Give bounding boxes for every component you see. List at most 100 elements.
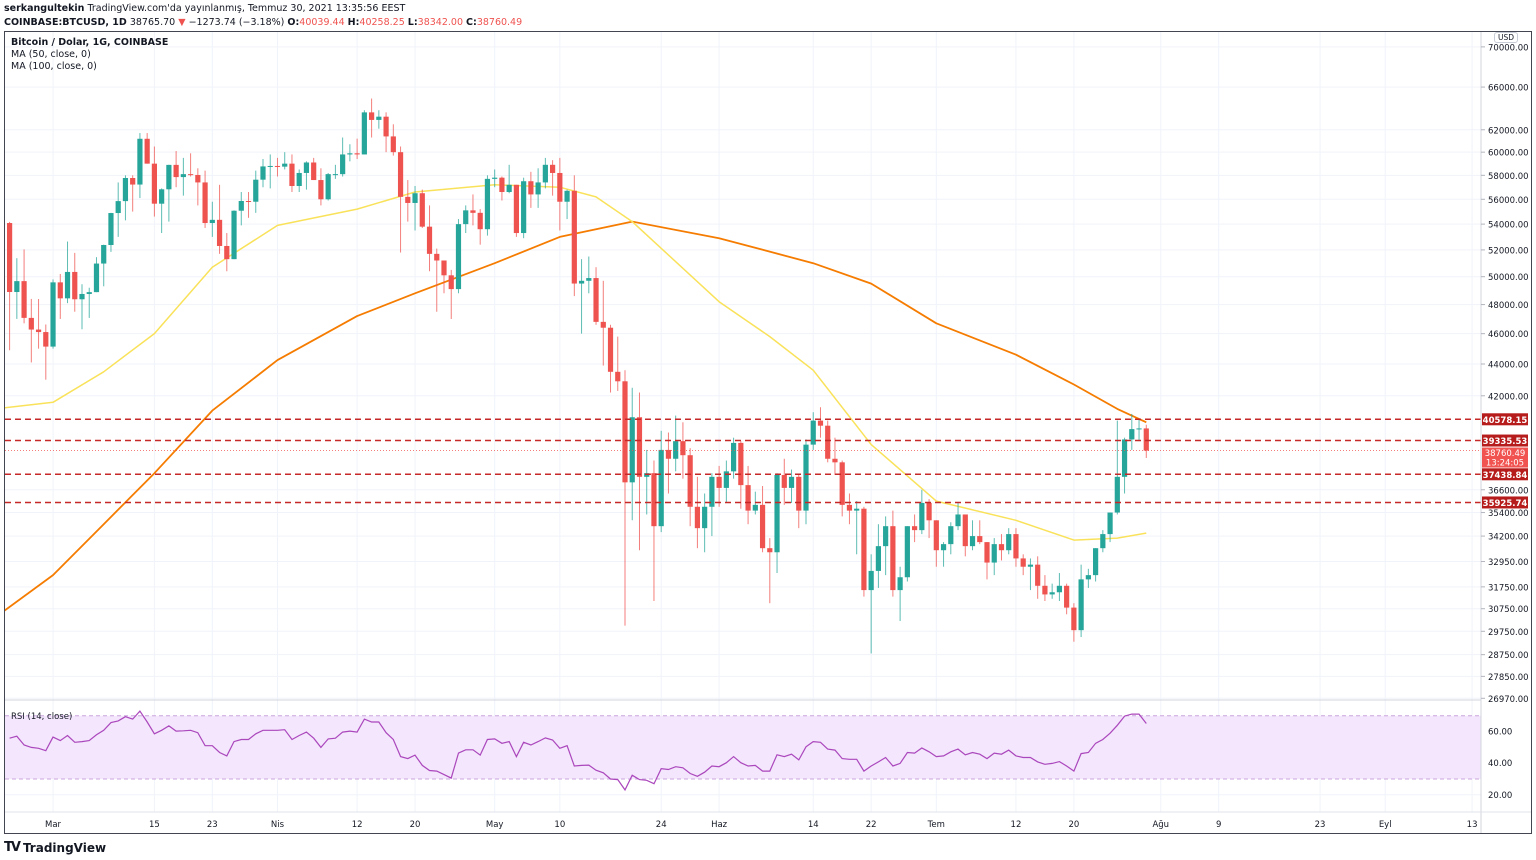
- candle-body: [151, 163, 157, 204]
- candle: [57, 273, 63, 319]
- candle: [962, 514, 968, 557]
- candle: [340, 137, 346, 177]
- tradingview-logo[interactable]: 𝗧𝗩 TradingView: [4, 840, 106, 855]
- candle-body: [680, 441, 686, 456]
- candle-body: [245, 200, 252, 202]
- candle-body: [434, 253, 440, 261]
- candle-body: [535, 182, 541, 195]
- candle-body: [448, 275, 454, 290]
- axis-labels: 70000.00 66000.00 62000.00 60000.00 58000.00…: [45, 43, 1529, 830]
- time-tick-label: 23: [207, 820, 218, 830]
- candle: [492, 169, 498, 188]
- candle-body: [477, 212, 483, 230]
- candle: [325, 172, 331, 201]
- candle: [1013, 528, 1019, 567]
- candle: [571, 175, 577, 297]
- candle: [311, 157, 317, 181]
- time-tick-label: 15: [149, 820, 160, 830]
- candle: [86, 287, 92, 318]
- candle: [43, 324, 49, 380]
- time-tick-label: 13: [1467, 820, 1478, 830]
- rsi-pane: [9, 710, 1147, 792]
- candle: [716, 465, 722, 507]
- candle-body: [796, 476, 802, 511]
- candle: [919, 489, 925, 535]
- candle-body: [101, 244, 107, 264]
- publish-date: TradingView.com'da yayınlanmış, Temmuz 3…: [87, 3, 406, 14]
- price-tick-label: 35400.00: [1488, 509, 1529, 519]
- candle: [875, 524, 881, 588]
- candle-body: [1006, 534, 1012, 551]
- candle-body: [702, 506, 708, 529]
- symbol-label: COINBASE:BTCUSD, 1D: [4, 17, 127, 28]
- legend-rsi[interactable]: RSI (14, close): [11, 712, 73, 722]
- candle-body: [1064, 585, 1070, 608]
- candle: [977, 520, 983, 545]
- candle: [774, 473, 780, 574]
- candle: [955, 502, 961, 531]
- candle: [50, 279, 56, 349]
- candle: [680, 422, 686, 479]
- legend-ma100[interactable]: MA (100, close, 0): [11, 61, 97, 72]
- candle: [455, 219, 462, 294]
- author-name[interactable]: serkangultekin: [4, 3, 85, 14]
- candle: [477, 209, 483, 245]
- time-tick-label: Nis: [271, 820, 285, 830]
- candle: [593, 267, 599, 325]
- level-price-text: 39335.53: [1483, 437, 1528, 447]
- candle: [390, 124, 396, 156]
- candle-body: [651, 473, 657, 527]
- candle: [202, 170, 208, 228]
- candle-body: [35, 329, 42, 333]
- candle: [303, 161, 310, 190]
- candle: [93, 257, 100, 293]
- candle: [702, 493, 708, 553]
- candle-body: [426, 226, 433, 254]
- candle-body: [658, 449, 664, 527]
- candle-body: [86, 292, 92, 294]
- currency-badge[interactable]: USD: [1494, 32, 1519, 43]
- candle: [969, 520, 976, 551]
- candle: [521, 177, 527, 239]
- candle-body: [767, 548, 773, 553]
- legend-title: Bitcoin / Dolar, 1G, COINBASE: [11, 37, 169, 48]
- candle-body: [1049, 592, 1055, 595]
- candle: [1129, 413, 1135, 450]
- candle-body: [948, 526, 954, 545]
- tradingview-logo-icon: 𝗧𝗩: [4, 840, 21, 855]
- candle: [419, 189, 425, 228]
- candle-body: [912, 526, 918, 531]
- candle-body: [28, 317, 34, 330]
- candle: [159, 188, 165, 234]
- candle-body: [303, 162, 310, 173]
- candle: [1056, 573, 1062, 601]
- candle-body: [57, 282, 63, 299]
- candle: [1114, 420, 1120, 515]
- candle-body: [969, 536, 976, 547]
- candle-body: [600, 321, 606, 328]
- price-tick-label: 60000.00: [1488, 149, 1529, 159]
- candle: [28, 298, 34, 363]
- candle: [448, 269, 454, 319]
- bar-countdown-text: 13:24:05: [1486, 459, 1524, 469]
- candle: [1085, 568, 1091, 588]
- candle-body: [108, 213, 114, 245]
- candle-body: [390, 136, 396, 153]
- candle: [361, 110, 367, 155]
- time-tick-label: 14: [808, 820, 819, 830]
- price-tick-label: 34200.00: [1488, 533, 1529, 543]
- price-tick-label: 70000.00: [1488, 43, 1529, 53]
- candle-body: [1078, 579, 1084, 631]
- candle-body: [868, 570, 874, 591]
- candle-body: [397, 152, 404, 197]
- candle-body: [550, 164, 556, 173]
- time-tick-label: 24: [656, 820, 667, 830]
- candle-body: [665, 449, 672, 459]
- candle: [694, 476, 700, 549]
- candle: [759, 486, 766, 553]
- legend-ma50[interactable]: MA (50, close, 0): [11, 49, 91, 60]
- candle: [151, 146, 157, 217]
- candle-body: [810, 420, 816, 445]
- candle: [636, 392, 643, 551]
